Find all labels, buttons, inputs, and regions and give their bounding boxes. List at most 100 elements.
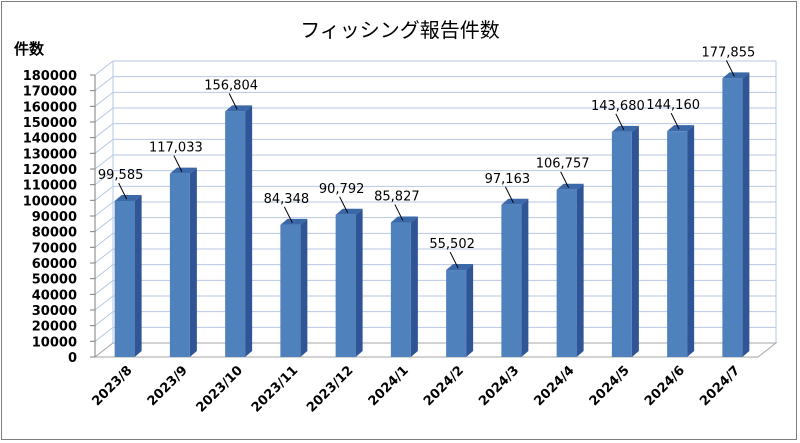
- y-tick-label: 110000: [23, 179, 77, 194]
- data-label-leader: [725, 60, 735, 77]
- bar: [169, 173, 190, 357]
- side-gridline: [94, 326, 114, 342]
- y-tick-label: 60000: [32, 257, 77, 272]
- y-tick-label: 160000: [23, 100, 77, 115]
- data-label-leader: [670, 112, 680, 130]
- y-tick-label: 0: [68, 351, 77, 366]
- data-label: 177,855: [701, 45, 755, 60]
- bar: [556, 189, 577, 357]
- data-label: 97,163: [485, 172, 531, 187]
- data-label: 90,792: [319, 182, 365, 197]
- data-label: 84,348: [264, 192, 310, 207]
- side-gridline: [94, 123, 114, 139]
- x-tick-label: 2024/3: [476, 363, 522, 409]
- data-label: 106,757: [536, 157, 590, 172]
- data-label: 144,160: [646, 98, 700, 113]
- side-gridline: [94, 154, 114, 170]
- x-tick-label: 2023/8: [90, 363, 136, 409]
- side-gridline: [94, 138, 114, 154]
- data-label-leader: [394, 204, 404, 221]
- bar-side: [687, 125, 695, 358]
- side-gridline: [94, 170, 114, 186]
- x-tick-label: 2024/6: [642, 363, 688, 409]
- y-tick-label: 30000: [32, 304, 77, 319]
- chart-floor: [93, 342, 778, 358]
- data-label: 156,804: [204, 78, 258, 93]
- bar-top: [556, 183, 584, 190]
- bar-side: [355, 208, 363, 357]
- bar-side: [631, 125, 639, 357]
- data-label-leader: [449, 251, 459, 269]
- bar-top: [446, 264, 474, 271]
- chart-title: フィッシング報告件数: [300, 18, 500, 42]
- y-tick-label: 140000: [23, 132, 77, 147]
- y-tick-label: 50000: [32, 273, 77, 288]
- side-gridline: [94, 248, 114, 264]
- bar-side: [189, 167, 197, 357]
- bar-top: [225, 105, 253, 112]
- bar-side: [245, 105, 253, 358]
- y-tick-label: 80000: [32, 226, 77, 241]
- x-tick-label: 2023/12: [304, 363, 356, 415]
- y-tick-label: 120000: [23, 163, 77, 178]
- side-gridline: [94, 91, 114, 107]
- y-tick-label: 40000: [32, 288, 77, 303]
- y-axis-label: 件数: [14, 40, 45, 58]
- data-label-leader: [228, 93, 238, 110]
- bar-side: [410, 216, 418, 357]
- side-gridline: [94, 201, 114, 217]
- bar-top: [114, 194, 142, 201]
- data-label-leader: [173, 155, 183, 172]
- bar: [280, 224, 301, 357]
- data-label-leader: [283, 206, 293, 224]
- data-label-leader: [615, 113, 625, 131]
- bar-top: [280, 218, 308, 225]
- data-label: 55,502: [429, 237, 475, 252]
- bar-top: [667, 125, 695, 132]
- side-gridline: [94, 264, 114, 280]
- bar-side: [134, 194, 142, 357]
- y-tick-label: 70000: [32, 241, 77, 256]
- bar-top: [501, 198, 529, 205]
- bar-side: [576, 183, 584, 357]
- bar: [667, 131, 688, 357]
- bar-top: [390, 216, 418, 223]
- data-label: 143,680: [591, 99, 645, 114]
- y-tick-label: 10000: [32, 335, 77, 350]
- data-label-leader: [118, 182, 128, 200]
- x-tick-label: 2023/10: [194, 363, 246, 415]
- y-tick-label: 90000: [32, 210, 77, 225]
- y-tick-label: 150000: [23, 116, 77, 131]
- x-tick-label: 2024/7: [697, 363, 743, 409]
- bar-top: [611, 125, 639, 132]
- y-tick-label: 20000: [32, 320, 77, 335]
- x-tick-label: 2023/9: [145, 363, 191, 409]
- bar-top: [169, 167, 197, 174]
- data-label: 85,827: [374, 190, 420, 205]
- side-gridline: [94, 295, 114, 311]
- data-label: 117,033: [149, 141, 203, 156]
- data-label-leader: [504, 186, 514, 204]
- side-gridline: [94, 76, 114, 92]
- bar-side: [300, 218, 308, 357]
- data-label: 99,585: [98, 168, 144, 183]
- x-tick-label: 2024/4: [532, 363, 578, 409]
- side-gridline: [94, 185, 114, 201]
- side-gridline: [94, 279, 114, 295]
- bar: [501, 204, 522, 357]
- x-tick-label: 2024/1: [366, 363, 412, 409]
- bar: [611, 131, 632, 357]
- bar: [114, 200, 135, 357]
- x-tick-label: 2024/5: [587, 363, 633, 409]
- bar: [722, 78, 743, 357]
- side-gridline: [94, 232, 114, 248]
- bar-side: [742, 72, 750, 357]
- y-tick-label: 180000: [23, 69, 77, 84]
- data-label-leader: [560, 171, 570, 188]
- side-gridline: [94, 311, 114, 327]
- data-label-leader: [339, 196, 349, 213]
- bar-top: [335, 208, 363, 215]
- side-gridline: [94, 60, 114, 76]
- bar: [225, 111, 246, 358]
